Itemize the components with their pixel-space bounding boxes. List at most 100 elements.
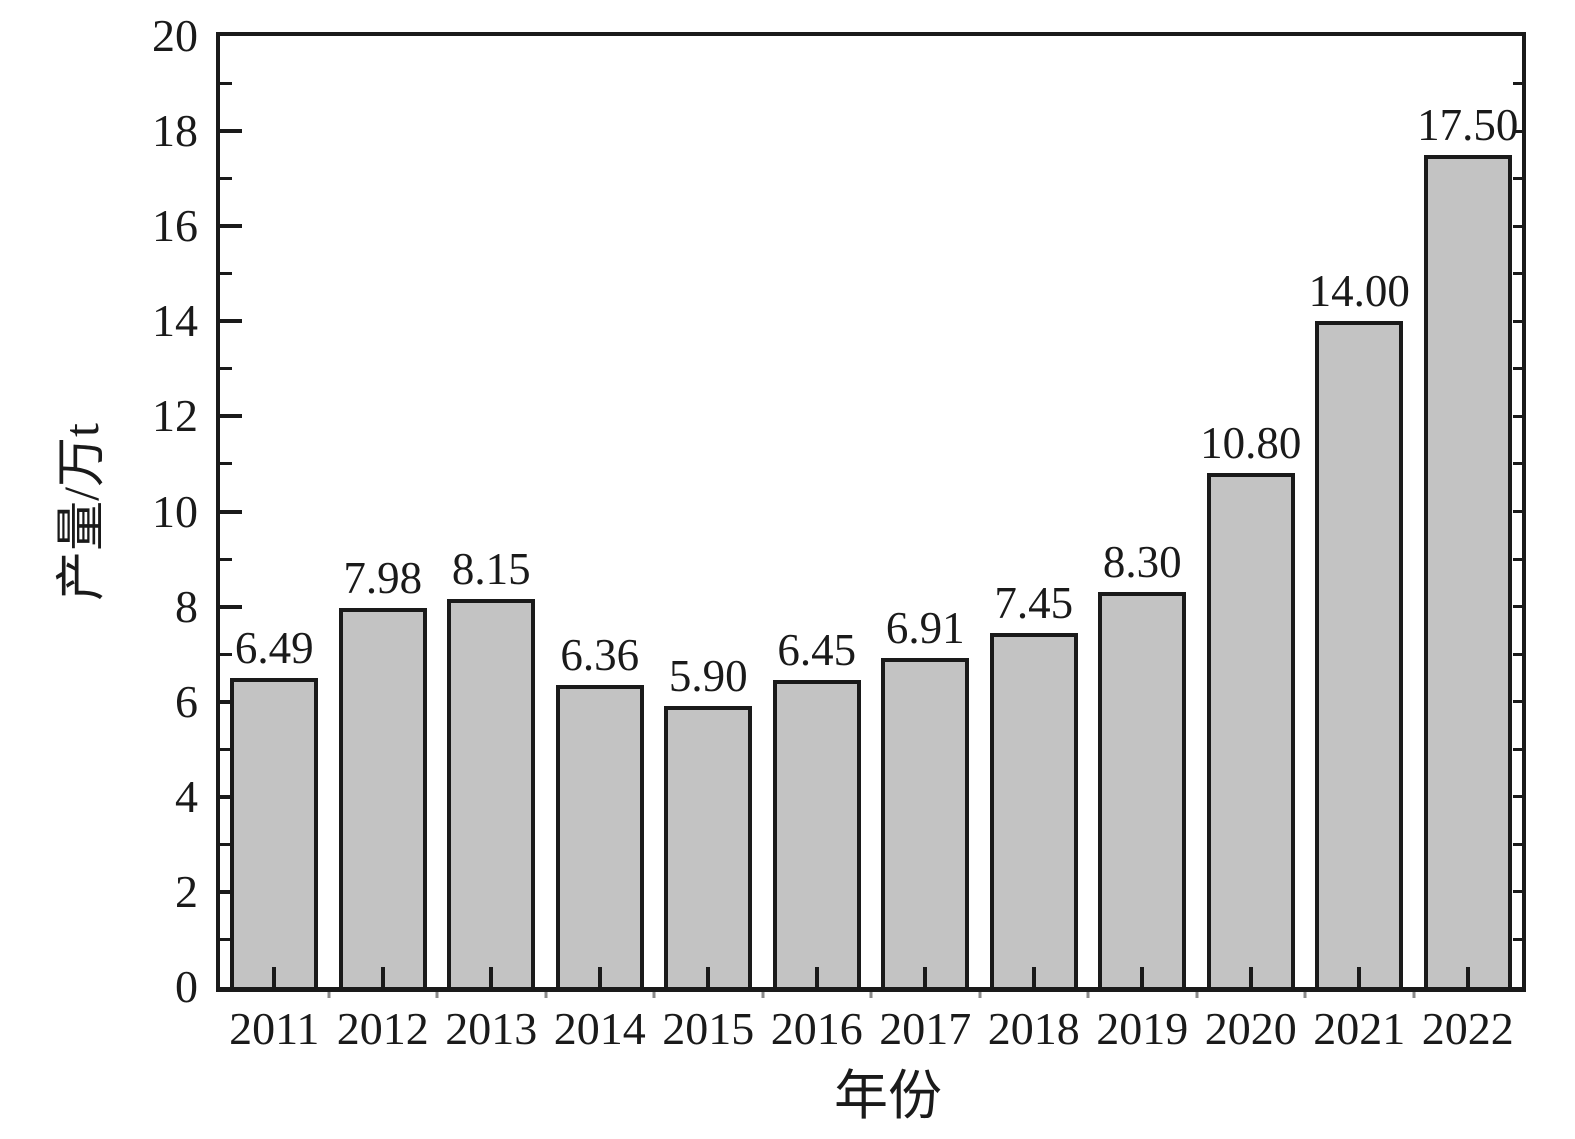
y-right-tick [1513,652,1522,656]
bar-value-label: 8.15 [451,544,531,595]
x-major-tick [489,967,494,987]
x-major-tick [1140,967,1145,987]
y-minor-tick [220,652,232,656]
bar [989,632,1078,987]
y-tick-label: 18 [152,105,198,157]
x-major-tick [1357,967,1362,987]
x-tick-label: 2016 [770,1003,863,1054]
x-tick-label: 2014 [553,1003,646,1054]
bar [664,706,753,987]
y-right-tick [1513,700,1522,704]
bar [230,678,319,987]
y-tick-label: 12 [152,390,198,442]
y-major-tick [220,414,242,419]
bar-value-label: 5.90 [668,651,748,702]
x-tick-label: 2021 [1313,1003,1406,1054]
y-minor-tick [220,272,232,276]
bar [1423,154,1512,987]
y-major-tick [220,319,242,324]
bar-value-label: 7.45 [994,577,1074,628]
plot-area [216,32,1526,992]
bar [881,658,970,987]
x-minor-tick [1195,992,1198,998]
y-tick-label: 16 [152,200,198,252]
x-major-tick [706,967,711,987]
plot-inner-area: 6.49 7.98 8.15 6.36 5.90 6.45 6.91 7.45 8.30 10.8… [220,36,1522,987]
y-tick-label: 20 [152,10,198,61]
y-major-tick [220,509,242,514]
x-minor-tick [1086,992,1090,998]
x-tick-label: 2017 [879,1003,972,1054]
y-right-tick [1513,319,1522,323]
bar [1098,592,1187,987]
y-minor-tick [220,177,232,181]
y-major-tick [220,604,242,609]
x-minor-tick [761,992,764,998]
y-minor-tick [220,937,232,941]
bar-value-label: 6.49 [234,623,314,674]
bar-value-label: 6.91 [885,603,965,654]
y-right-tick [1513,272,1522,276]
x-tick-label: 2018 [987,1003,1080,1054]
x-minor-tick [327,992,330,998]
y-right-tick [1513,367,1522,371]
x-tick-label: 2020 [1204,1003,1297,1054]
bar [555,684,644,987]
bar-value-label: 6.36 [560,629,640,680]
y-right-tick [1513,414,1522,418]
y-right-tick [1513,129,1522,133]
bar-value-label: 8.30 [1102,537,1182,588]
x-minor-tick [652,992,656,998]
y-minor-tick [220,842,232,846]
bar-value-label: 7.98 [343,552,423,603]
y-tick-label: 4 [175,770,198,822]
y-axis-tick-labels: 0 2 4 6 8 10 12 14 16 18 20 [0,0,198,1139]
x-major-tick [1465,967,1470,987]
y-right-tick [1513,747,1522,751]
x-minor-tick [435,992,439,998]
y-tick-label: 8 [175,580,198,632]
y-tick-label: 2 [175,865,198,917]
x-major-tick [380,967,385,987]
y-minor-tick [220,557,232,561]
bar [1206,473,1295,987]
bar [447,599,536,987]
x-minor-tick [978,992,981,998]
x-major-tick [923,967,928,987]
x-tick-label: 2015 [662,1003,755,1054]
y-right-tick [1513,82,1522,86]
y-right-tick [1513,224,1522,228]
x-tick-label: 2022 [1421,1003,1514,1054]
y-minor-tick [220,367,232,371]
x-minor-tick [869,992,873,998]
bar-value-label: 14.00 [1308,266,1410,317]
y-right-tick [1513,795,1522,799]
y-minor-tick [220,747,232,751]
x-tick-label: 2012 [336,1003,429,1054]
y-tick-label: 6 [175,675,198,727]
x-tick-label: 2013 [445,1003,538,1054]
y-right-tick [1513,842,1522,846]
x-major-tick [1248,967,1253,987]
y-right-tick [1513,462,1522,466]
x-minor-tick [1303,992,1307,998]
x-major-tick [814,967,819,987]
y-tick-label: 0 [175,961,198,1012]
y-right-tick [1513,177,1522,181]
x-minor-tick [1412,992,1415,998]
x-axis-tick-labels: 2011 2012 2013 2014 2015 2016 2017 2018 2019 2020… [220,1003,1522,1059]
x-axis-title: 年份 [834,1066,942,1126]
x-major-tick [272,967,277,987]
x-major-tick [1031,967,1036,987]
y-tick-label: 14 [152,295,198,347]
bar-value-label: 6.45 [777,625,857,676]
y-major-tick [220,129,242,134]
y-minor-tick [220,462,232,466]
bar-value-label: 10.80 [1200,418,1302,469]
y-major-tick [220,224,242,229]
y-right-tick [1513,937,1522,941]
y-right-tick [1513,605,1522,609]
bar [1315,321,1404,987]
x-major-tick [597,967,602,987]
